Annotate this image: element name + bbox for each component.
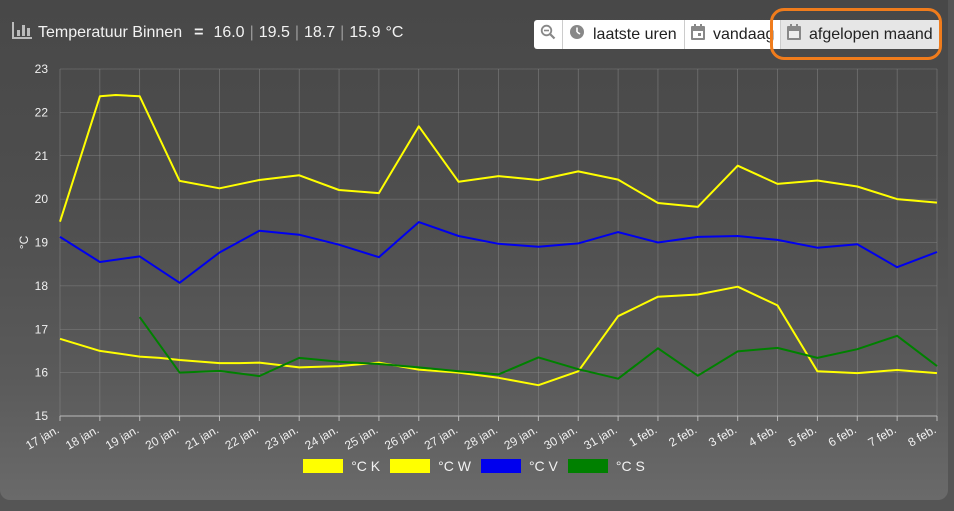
y-tick-label: 22 [35,105,49,119]
legend-item[interactable]: °C V [480,458,558,474]
value-avg: 18.7 [304,24,336,41]
x-tick-label: 8 feb. [905,422,938,449]
y-tick-label: 23 [35,62,49,76]
series-line [59,221,938,284]
today-label: vandaag [713,25,775,43]
x-tick-label: 31 jan. [581,422,619,452]
bar-chart-icon [12,21,32,45]
x-tick-label: 29 jan. [502,422,540,452]
clock-icon [569,24,585,45]
chart-legend: °C K °C W °C V °C S [0,458,948,474]
x-tick-label: 1 feb. [626,422,659,449]
legend-item[interactable]: °C W [390,458,471,474]
series-line [59,94,938,223]
separator: | [340,24,345,41]
x-tick-label: 23 jan. [262,422,300,452]
y-axis-label: °C [17,235,31,249]
x-tick-label: 5 feb. [786,422,819,449]
today-button[interactable]: vandaag [684,20,780,49]
x-tick-label: 19 jan. [103,422,141,452]
legend-label: °C W [438,458,471,474]
y-tick-label: 21 [35,149,49,163]
legend-swatch [480,459,521,473]
x-tick-label: 3 feb. [706,422,739,449]
recent-hours-label: laatste uren [593,25,677,43]
zoom-out-button[interactable] [534,20,562,49]
x-tick-label: 17 jan. [23,422,61,452]
x-tick-label: 27 jan. [422,422,460,452]
chart-panel [0,0,948,500]
y-tick-label: 20 [35,192,49,206]
x-tick-label: 7 feb. [866,422,899,449]
y-tick-label: 15 [35,409,49,423]
range-toolbar: laatste uren vandaag afgelopen maand [534,20,940,49]
legend-item[interactable]: °C S [567,458,645,474]
legend-label: °C S [615,458,645,474]
separator: | [294,24,300,41]
x-tick-label: 2 feb. [666,422,699,449]
legend-swatch [567,459,608,473]
equals-sign: = [194,24,204,41]
legend-label: °C V [528,458,558,474]
value-current: 16.0 [213,24,245,41]
value-min: 15.9 [349,24,381,41]
legend-item[interactable]: °C K [303,458,380,474]
x-tick-label: 30 jan. [542,422,580,452]
recent-hours-button[interactable]: laatste uren [562,20,684,49]
x-tick-label: 20 jan. [143,422,181,452]
x-tick-label: 6 feb. [826,422,859,449]
legend-swatch [303,459,344,473]
series-line [138,316,938,380]
chart-header: Temperatuur Binnen = 16.0 | 19.5 | 18.7 … [12,20,403,46]
x-tick-label: 25 jan. [342,422,380,452]
y-tick-label: 17 [35,322,49,336]
last-month-label: afgelopen maand [809,25,933,43]
x-tick-label: 22 jan. [223,422,261,452]
y-tick-label: 19 [35,236,49,250]
calendar-icon [787,24,801,45]
chart-title: Temperatuur Binnen [38,24,183,41]
x-tick-label: 26 jan. [382,422,420,452]
x-tick-label: 28 jan. [462,422,500,452]
value-max: 19.5 [258,24,290,41]
x-tick-label: 18 jan. [63,422,101,452]
y-tick-label: 16 [35,366,49,380]
legend-swatch [390,459,431,473]
zoom-out-icon [540,24,556,45]
series-line [59,285,938,387]
x-tick-label: 4 feb. [746,422,779,449]
value-unit: °C [385,24,404,41]
legend-label: °C K [351,458,381,474]
y-tick-label: 18 [35,279,49,293]
last-month-button[interactable]: afgelopen maand [780,20,940,49]
x-tick-label: 24 jan. [302,422,340,452]
calendar-icon [691,24,705,45]
x-tick-label: 21 jan. [183,422,221,452]
separator: | [249,24,254,41]
